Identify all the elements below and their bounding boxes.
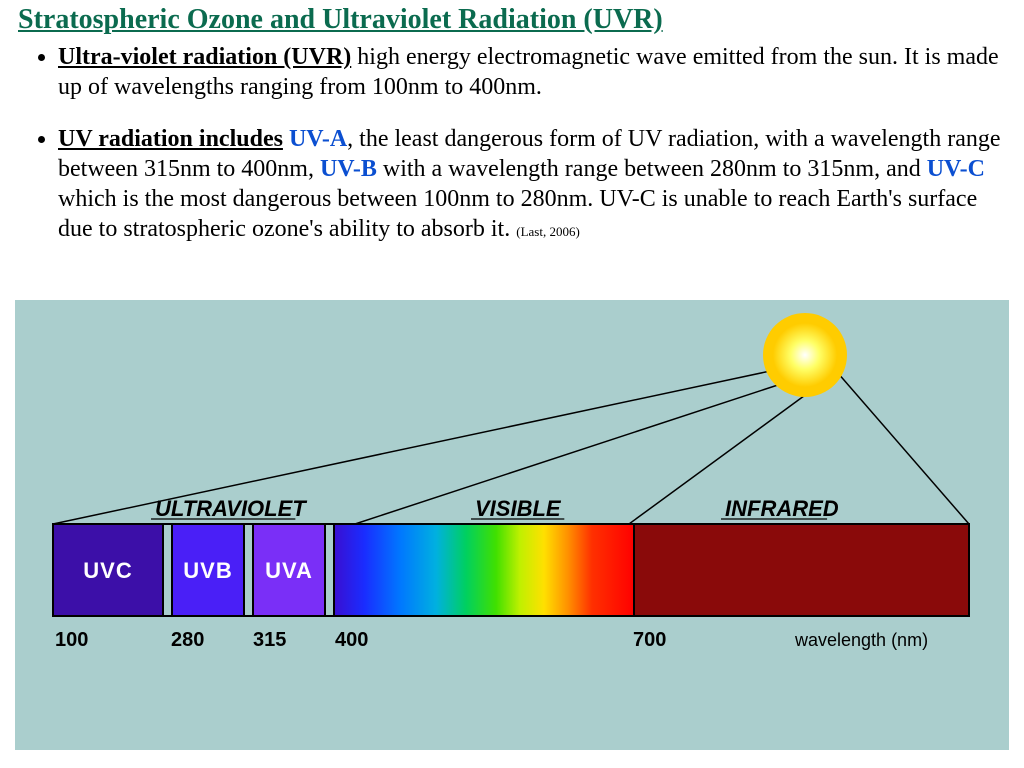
uvc-label: UV-C: [927, 156, 985, 182]
svg-text:UVC: UVC: [83, 558, 132, 583]
bullet-includes: UV radiation includes UV-A, the least da…: [58, 124, 1006, 244]
uvb-text: with a wavelength range between 280nm to…: [377, 156, 927, 182]
svg-text:UVA: UVA: [265, 558, 313, 583]
spectrum-diagram: ULTRAVIOLET VISIBLE INFRARED UVC UVB UVA 100 28…: [15, 300, 1009, 750]
uvb-label: UV-B: [320, 156, 377, 182]
svg-text:INFRARED: INFRARED: [725, 496, 839, 521]
citation: (Last, 2006): [516, 224, 580, 239]
svg-text:UVB: UVB: [183, 558, 232, 583]
svg-text:400: 400: [335, 629, 368, 651]
svg-text:ULTRAVIOLET: ULTRAVIOLET: [155, 496, 307, 521]
bullet-includes-lead: UV radiation includes: [58, 126, 283, 152]
svg-text:VISIBLE: VISIBLE: [475, 496, 562, 521]
svg-text:280: 280: [171, 629, 204, 651]
bullet-uvr-lead: Ultra-violet radiation (UVR): [58, 44, 351, 70]
uva-label: UV-A: [289, 126, 347, 152]
svg-text:700: 700: [633, 629, 666, 651]
bullet-uvr: Ultra-violet radiation (UVR) high energy…: [58, 42, 1006, 102]
svg-text:315: 315: [253, 629, 286, 651]
svg-text:wavelength (nm): wavelength (nm): [794, 630, 928, 650]
page-title: Stratospheric Ozone and Ultraviolet Radi…: [18, 4, 1006, 36]
svg-text:100: 100: [55, 629, 88, 651]
